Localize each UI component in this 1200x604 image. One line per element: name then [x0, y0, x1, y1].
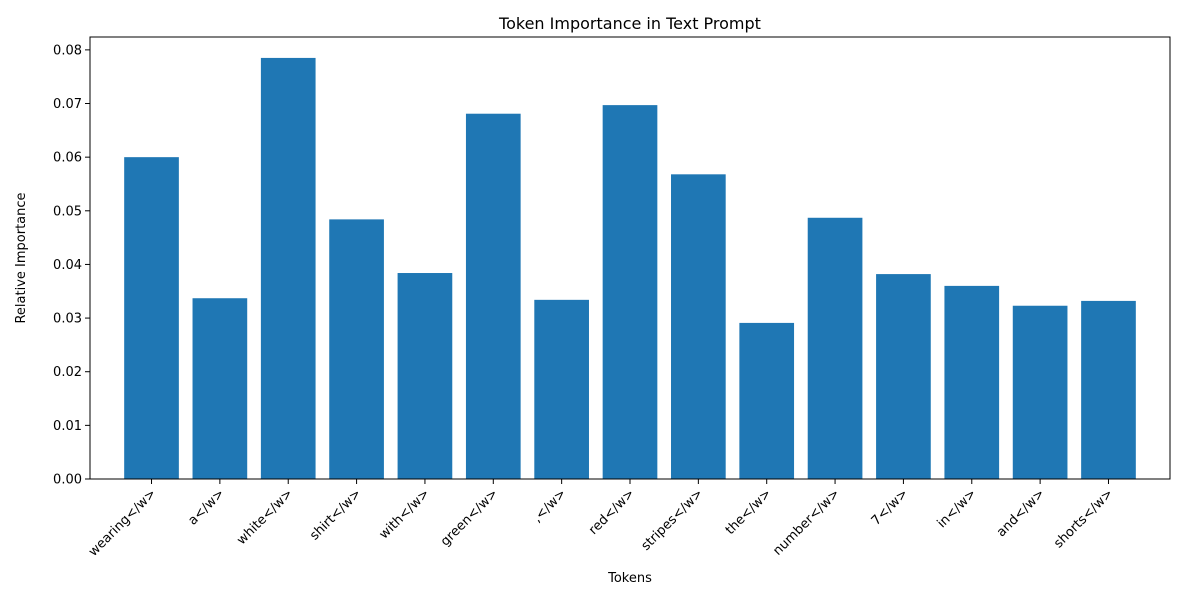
x-tick-label-9: the</w>	[723, 486, 775, 538]
x-tick-label-14: shorts</w>	[1051, 486, 1116, 551]
bar-12	[944, 285, 1000, 479]
bar-1	[192, 298, 248, 479]
bar-10	[807, 217, 863, 479]
y-tick-label-6: 0.06	[53, 151, 82, 166]
x-tick-label-10: number</w>	[770, 486, 843, 559]
chart-title: Token Importance in Text Prompt	[498, 14, 761, 33]
bar-0	[124, 157, 179, 479]
y-tick-label-5: 0.05	[53, 204, 82, 219]
y-axis-title: Relative Importance	[14, 192, 29, 323]
bar-13	[1012, 305, 1068, 479]
x-axis-title: Tokens	[607, 571, 652, 586]
x-tick-label-1: a</w>	[185, 486, 227, 528]
x-tick-label-6: ,</w>	[530, 486, 570, 526]
x-tick-label-5: green</w>	[438, 486, 501, 549]
bar-4	[397, 273, 453, 479]
y-axis: 0.00 0.01 0.02 0.03 0.04 0.05 0.06 0.07 0.08	[53, 43, 90, 488]
y-tick-label-2: 0.02	[53, 365, 82, 380]
x-axis: wearing</w> a</w> white</w> shirt</w> with</…	[86, 479, 1116, 560]
bar-6	[534, 299, 589, 479]
x-tick-label-3: shirt</w>	[307, 486, 364, 543]
y-tick-label-1: 0.01	[53, 419, 82, 434]
y-tick-label-8: 0.08	[53, 43, 82, 58]
plot-frame	[89, 36, 1171, 480]
x-tick-label-7: red</w>	[586, 486, 638, 538]
bar-7	[602, 105, 658, 480]
y-tick-label-3: 0.03	[53, 312, 82, 327]
bar-5	[465, 113, 521, 480]
x-tick-label-13: and</w>	[994, 486, 1048, 540]
y-tick-label-7: 0.07	[53, 97, 82, 112]
x-tick-label-4: with</w>	[377, 486, 433, 542]
x-tick-label-12: in</w>	[935, 486, 980, 531]
bar-8	[671, 174, 726, 479]
y-tick-label-0: 0.00	[53, 473, 82, 488]
bars-group	[124, 57, 1136, 480]
x-tick-label-2: white</w>	[234, 486, 296, 548]
bar-2	[260, 57, 316, 480]
y-tick-label-4: 0.04	[53, 258, 82, 273]
bar-9	[739, 322, 795, 479]
bar-3	[329, 219, 384, 479]
x-tick-label-0: wearing</w>	[86, 486, 159, 559]
x-tick-label-11: 7</w>	[869, 486, 911, 528]
x-tick-label-8: stripes</w>	[639, 486, 707, 554]
bar-11	[876, 274, 931, 479]
bar-14	[1081, 300, 1136, 479]
